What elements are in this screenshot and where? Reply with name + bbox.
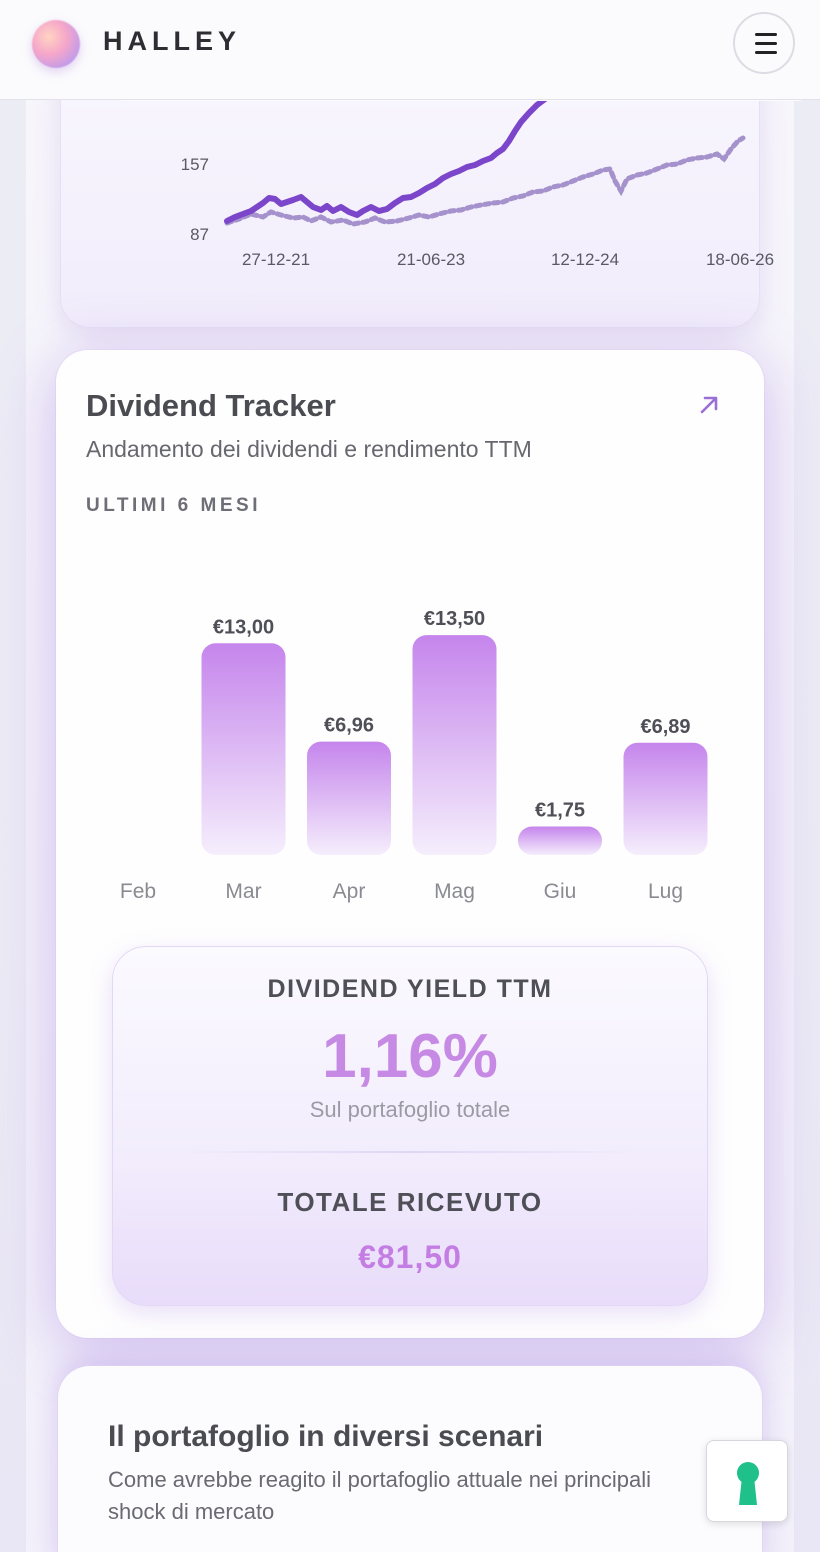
scenarios-title: Il portafoglio in diversi scenari (108, 1420, 544, 1453)
month-label-apr: Apr (333, 880, 366, 903)
arrow-up-right-icon[interactable] (696, 392, 722, 418)
bar-lug[interactable] (623, 742, 708, 855)
period-label: ULTIMI 6 MESI (86, 495, 261, 516)
month-label-mag: Mag (434, 880, 475, 903)
y-tick-87: 87 (190, 225, 209, 244)
total-received-value: €81,50 (358, 1239, 462, 1275)
scenarios-card: Il portafoglio in diversi scenari Come a… (58, 1366, 762, 1552)
performance-x-axis: 27-12-21 21-06-23 12-12-24 18-06-26 (242, 250, 774, 269)
bar-giu[interactable] (518, 826, 602, 856)
brand-name[interactable]: HALLEY (103, 26, 241, 56)
x-tick-2: 21-06-23 (397, 250, 465, 269)
hamburger-menu-icon (755, 51, 777, 54)
month-label-feb: Feb (120, 880, 156, 903)
x-tick-4: 18-06-26 (706, 250, 774, 269)
hamburger-menu-icon (755, 42, 777, 45)
bar-mar[interactable] (201, 643, 286, 855)
month-label-mar: Mar (225, 880, 261, 903)
month-label-lug: Lug (648, 880, 683, 903)
x-tick-3: 12-12-24 (551, 250, 619, 269)
bar-value-label: €1,75 (535, 800, 585, 822)
scenarios-subtitle: Come avrebbe reagito il portafoglio attu… (108, 1467, 651, 1524)
total-received-label: TOTALE RICEVUTO (277, 1187, 543, 1217)
yield-label: DIVIDEND YIELD TTM (267, 975, 553, 1003)
benchmark-line (224, 135, 746, 227)
floating-key-button[interactable] (706, 1440, 788, 1522)
yield-sub: Sul portafoglio totale (309, 1097, 511, 1122)
month-label-giu: Giu (544, 880, 577, 903)
top-app-bar: HALLEY (0, 0, 820, 100)
dividend-tracker-card: Dividend Tracker Andamento dei dividendi… (56, 350, 764, 1338)
bar-apr[interactable] (307, 741, 391, 855)
keyhole-icon (737, 1462, 759, 1505)
dividend-bar-chart: Feb €13,00 Mar €6,96 Apr €13,50 Mag €1,75 Giu €6,… (120, 608, 708, 903)
dividend-yield-box: DIVIDEND YIELD TTM 1,16% Sul portafoglio… (112, 946, 708, 1306)
divider (173, 1151, 647, 1153)
yield-value: 1,16% (322, 1022, 498, 1091)
halley-logo-icon[interactable] (32, 20, 80, 68)
hamburger-menu-icon (755, 33, 777, 36)
bar-value-label: €6,89 (640, 716, 690, 738)
x-tick-1: 27-12-21 (242, 250, 310, 269)
bar-mag[interactable] (412, 635, 497, 855)
menu-button[interactable] (733, 12, 795, 74)
bar-value-label: €13,50 (424, 608, 485, 630)
bar-value-label: €13,00 (213, 616, 274, 638)
dividend-subtitle: Andamento dei dividendi e rendimento TTM (86, 436, 532, 462)
dividend-title: Dividend Tracker (86, 388, 336, 423)
y-tick-157: 157 (181, 155, 209, 174)
bar-value-label: €6,96 (324, 715, 374, 737)
